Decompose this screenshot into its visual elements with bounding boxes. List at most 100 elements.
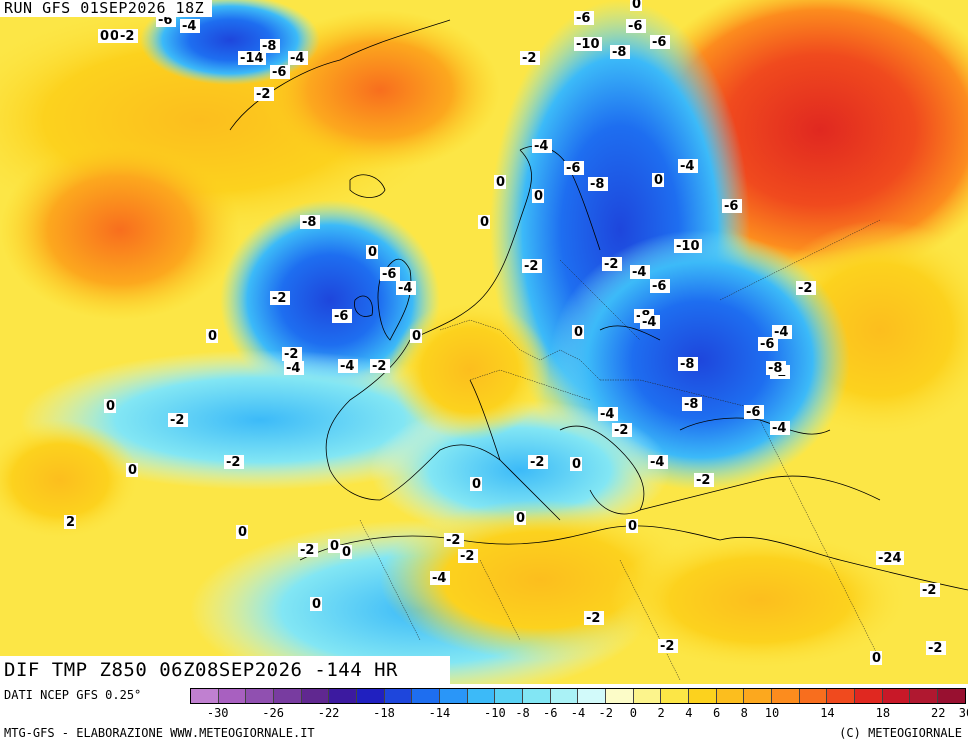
contour-label-bg — [298, 543, 318, 557]
contour-label-bg — [658, 639, 678, 653]
contour-label-bg — [340, 545, 352, 559]
contour-label-bg — [876, 551, 904, 565]
contour-label: 0 — [238, 525, 247, 540]
contour-label-bg — [108, 29, 120, 43]
contour-label-bg — [770, 421, 790, 435]
contour-label-bg — [610, 45, 630, 59]
contour-label: -6 — [652, 35, 666, 50]
contour-label: 0 — [472, 477, 481, 492]
contour-label-bg — [674, 239, 702, 253]
scale-tick-label: 22 — [931, 706, 946, 720]
contour-label: 0 — [872, 651, 881, 666]
contour-label: -4 — [286, 361, 300, 376]
contour-label: -4 — [182, 19, 196, 34]
footer: DATI NCEP GFS 0.25° -30 -26 -22 -18 -14 -10 -8… — [0, 684, 968, 745]
contour-label: -6 — [272, 65, 286, 80]
contour-label-bg — [332, 309, 352, 323]
color-swatch — [633, 689, 662, 703]
credit-left: MTG-GFS - ELABORAZIONE WWW.METEOGIORNALE… — [4, 726, 315, 740]
contour-label-bg — [366, 245, 378, 259]
contour-label-bg — [528, 455, 548, 469]
contour-label-bg — [118, 29, 138, 43]
contour-label: -6 — [724, 199, 738, 214]
contour-label-bg — [648, 455, 668, 469]
color-swatch — [938, 689, 965, 703]
contour-label: -2 — [660, 639, 674, 654]
contour-label: -4 — [650, 455, 664, 470]
scale-tick-label: 30 — [958, 706, 968, 720]
contour-label-bg — [126, 463, 138, 477]
scale-tick-label: 10 — [764, 706, 780, 720]
scale-tick-label: 2 — [657, 706, 665, 720]
color-swatch — [301, 689, 330, 703]
contour-label: -4 — [600, 407, 614, 422]
contour-label: -6 — [628, 19, 642, 34]
contour-label-bg — [650, 35, 670, 49]
contour-label-bg — [630, 0, 642, 11]
contour-label: -6 — [566, 161, 580, 176]
contour-label-bg — [224, 455, 244, 469]
map-canvas: 0 -2-6 -4-14-8-6-20-10-6-2-4-6-8-6-8-40-20… — [0, 0, 968, 684]
temperature-anomaly-map: 0 -2 -6 -4 -14 -8 -6 -2 0 -10 -6 -2 -4 -6 -8 -6 -8 -4 0 -2 0… — [0, 0, 968, 684]
contour-label: -2 — [226, 455, 240, 470]
color-swatch — [550, 689, 579, 703]
contour-label: -2 — [256, 87, 270, 102]
contour-label-bg — [574, 37, 602, 51]
contour-label-bg — [98, 29, 110, 43]
contour-label-bg — [478, 215, 490, 229]
scale-tick-label: -6 — [543, 706, 558, 720]
contour-label: -4 — [534, 139, 548, 154]
contour-label-bg — [564, 161, 584, 175]
contour-label-bg — [650, 279, 670, 293]
contour-label: -2 — [300, 543, 314, 558]
contour-label: -2 — [586, 611, 600, 626]
contour-label: -6 — [334, 309, 348, 324]
contour-label: 0 — [496, 175, 505, 190]
contour-label-bg — [574, 11, 594, 25]
contour-label: -24 — [878, 551, 902, 566]
contour-label: -6 — [382, 267, 396, 282]
contour-label-bg — [310, 597, 322, 611]
color-swatch — [523, 689, 551, 703]
contour-label: 0 — [628, 519, 637, 534]
contour-label: 0 — [208, 329, 217, 344]
scale-tick-label: -8 — [515, 706, 530, 720]
contour-label: -2 — [524, 259, 538, 274]
contour-label-bg — [64, 515, 76, 529]
run-title: RUN GFS 01SEP2026 18Z — [0, 0, 213, 17]
contour-label-bg — [570, 457, 582, 471]
color-swatch — [357, 689, 385, 703]
contour-label-bg — [678, 357, 698, 371]
contour-label: -4 — [398, 281, 412, 296]
scale-tick-label: -30 — [206, 706, 229, 720]
color-swatch — [246, 689, 275, 703]
color-scale-ticks: -30 -26 -22 -18 -14 -10 -8 -6 -4 -2 0 2 4 6 8 10 14 18 22 3… — [190, 706, 968, 722]
contour-label: -2 — [798, 281, 812, 296]
anomaly-field — [0, 0, 968, 684]
contour-label-bg — [598, 407, 618, 421]
contour-label: -6 — [746, 405, 760, 420]
contour-label: -10 — [676, 239, 700, 254]
contour-label-bg — [396, 281, 416, 295]
contour-label-bg — [238, 51, 266, 65]
scale-tick-label: -22 — [317, 706, 340, 720]
contour-label-bg — [380, 267, 400, 281]
contour-label: 0 — [572, 457, 581, 472]
scale-tick-label: 6 — [712, 706, 721, 720]
contour-label-bg — [602, 257, 622, 271]
scale-tick-label: -10 — [484, 706, 506, 720]
contour-label: -8 — [612, 45, 626, 60]
contour-label-bg — [458, 549, 478, 563]
color-swatch — [329, 689, 358, 703]
contour-label: -4 — [432, 571, 446, 586]
scale-tick-label: 0 — [629, 706, 638, 720]
contour-label-bg — [532, 189, 544, 203]
coastlines — [229, 19, 968, 591]
contour-label: -2 — [446, 533, 460, 548]
contour-label-bg — [758, 337, 778, 351]
scale-tick-label: 4 — [685, 706, 693, 720]
color-swatch — [689, 689, 717, 703]
contour-label: 0 — [412, 329, 421, 344]
contour-label: -4 — [774, 325, 788, 340]
contour-label-bg — [626, 19, 646, 33]
